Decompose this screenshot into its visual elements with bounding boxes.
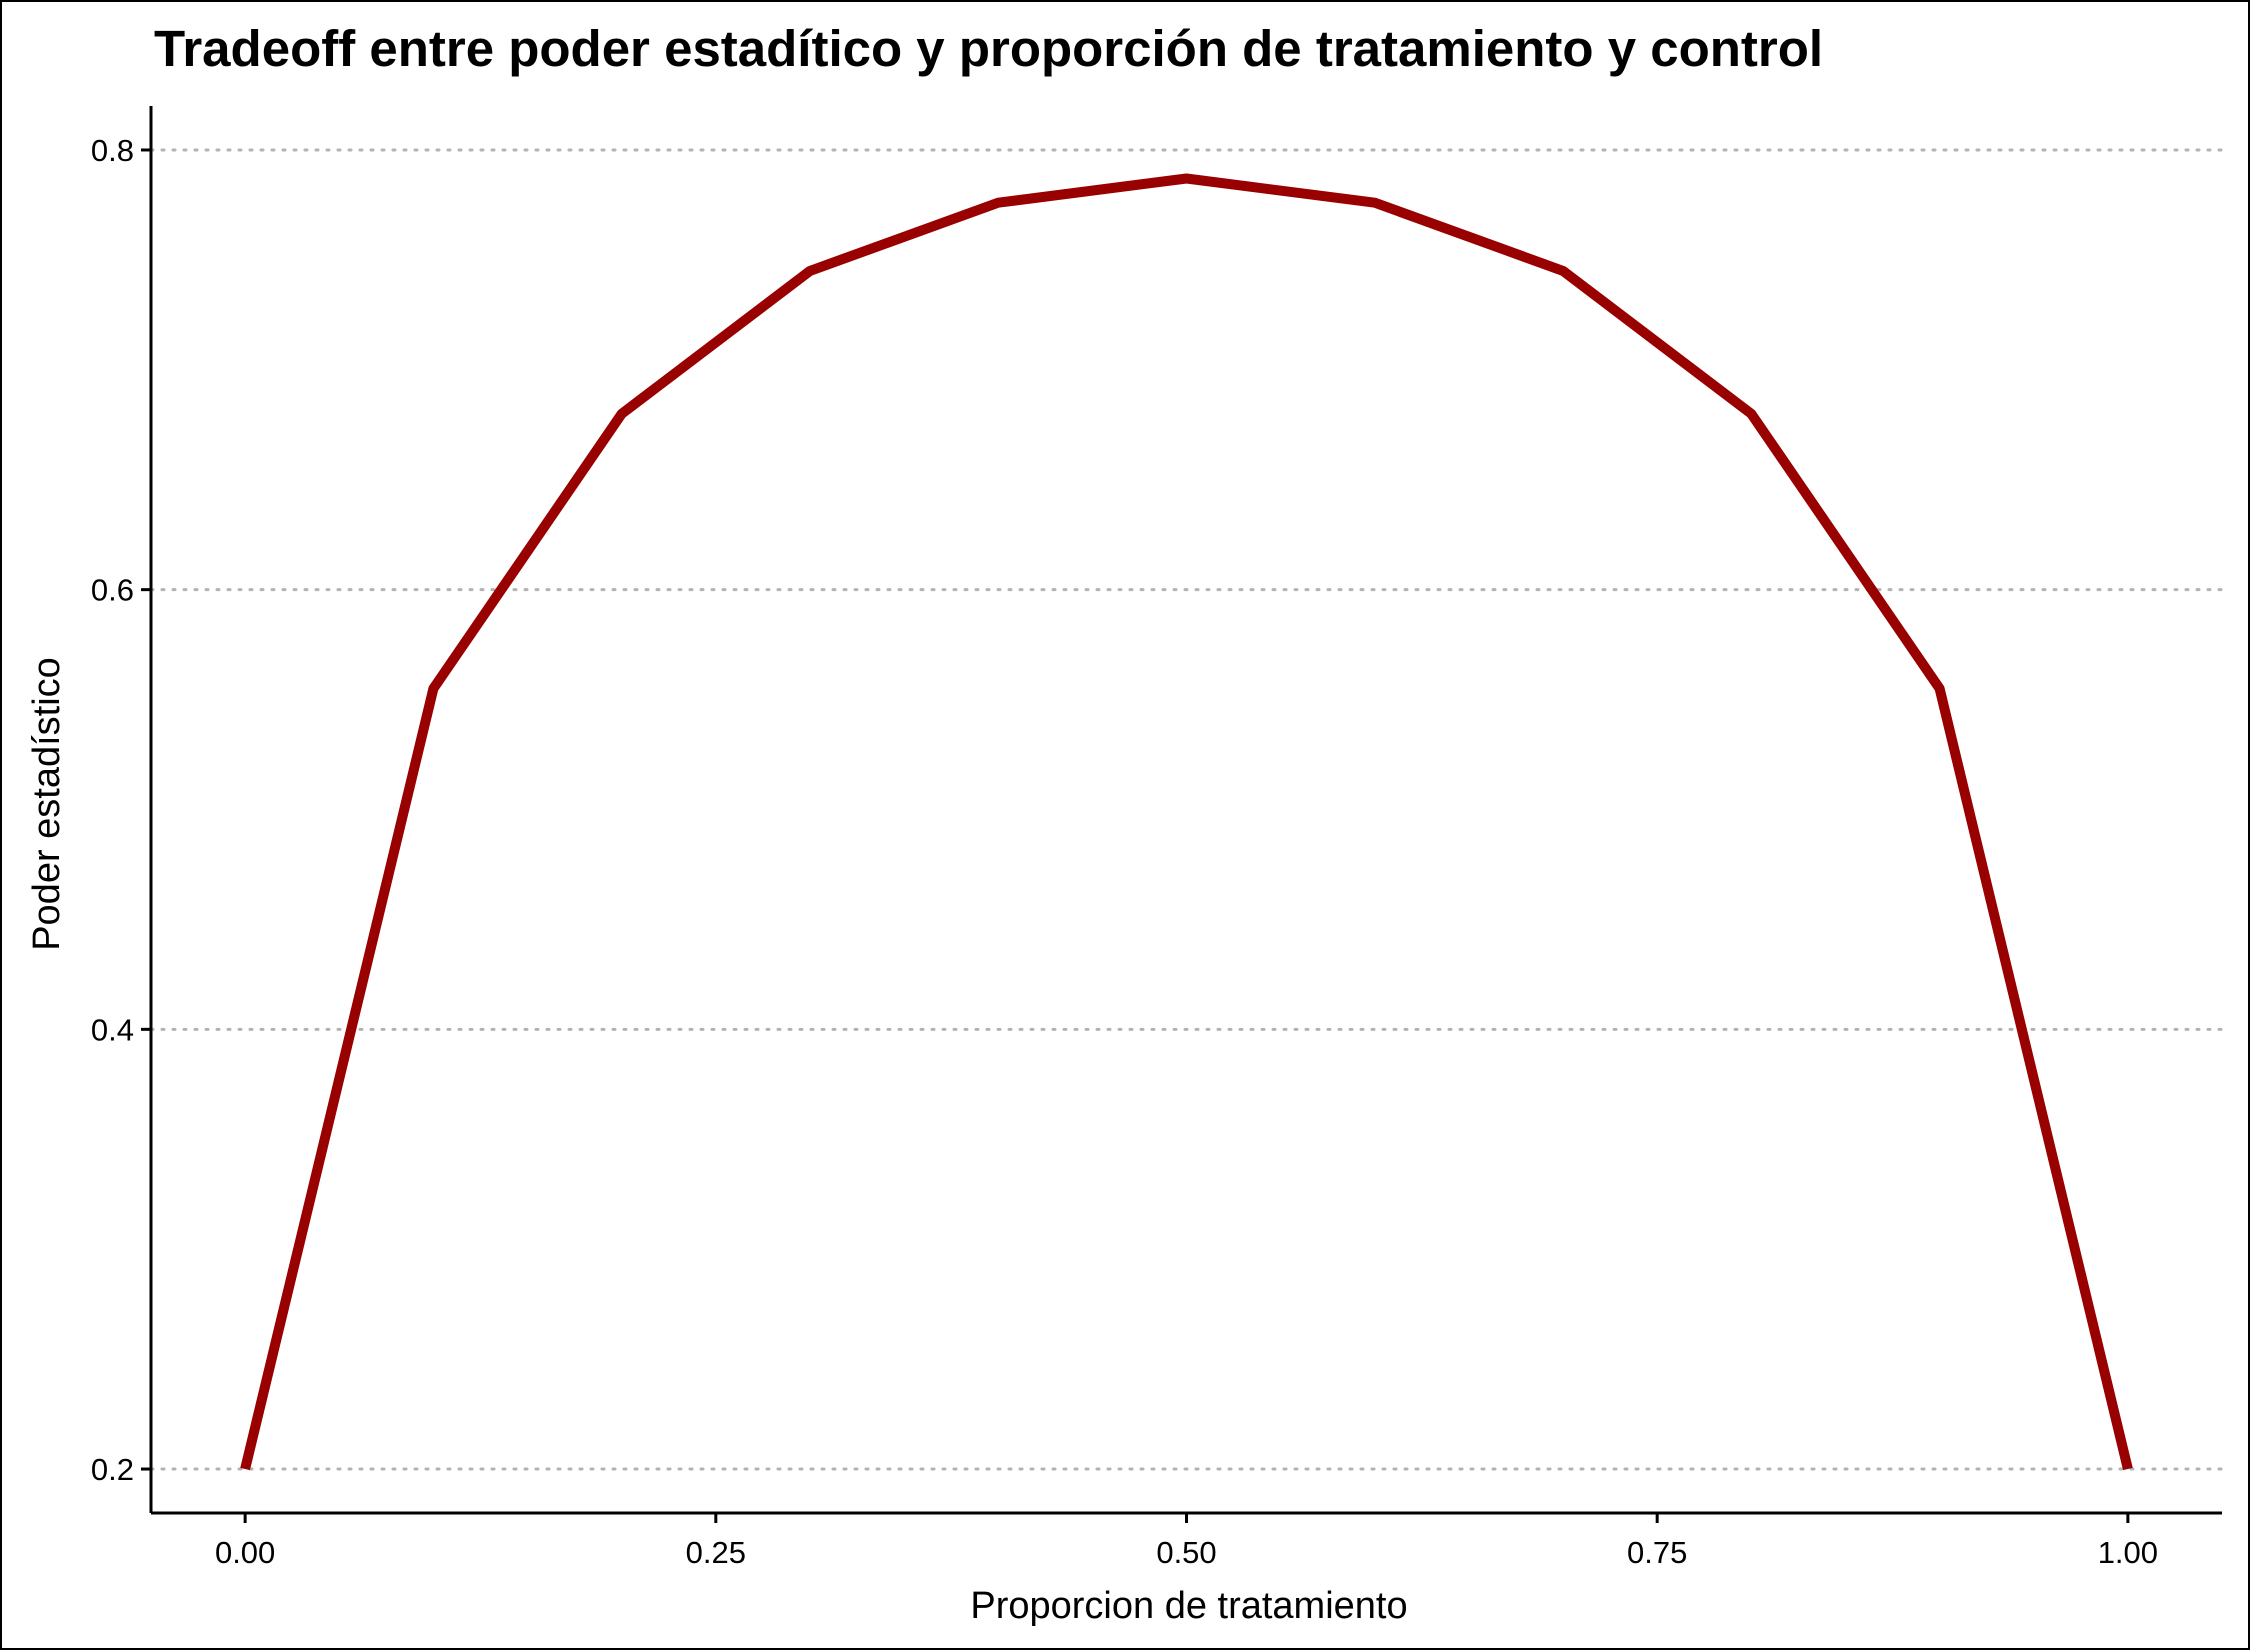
series-layer: [240, 173, 2133, 1471]
x-tick-label: 0.25: [686, 1535, 746, 1570]
y-axis-title: Poder estadístico: [26, 657, 68, 951]
chart-title: Tradeoff entre poder estadítico y propor…: [154, 20, 1823, 77]
gridlines: [149, 148, 2224, 1471]
series-line: [240, 173, 2133, 1471]
x-tick-label: 0.75: [1627, 1535, 1687, 1570]
x-tick-label: 1.00: [2098, 1535, 2158, 1570]
y-tick-label: 0.8: [91, 133, 134, 168]
y-tick-label: 0.6: [91, 573, 134, 608]
x-tick-label: 0.00: [215, 1535, 275, 1570]
x-tick-label: 0.50: [1156, 1535, 1216, 1570]
x-axis-title: Proporcion de tratamiento: [970, 1585, 1407, 1627]
y-tick-label: 0.2: [91, 1452, 134, 1487]
axes: 0.2 0.4 0.6 0.8 0.00 0.25 0.50 0.75 1.00: [91, 106, 2222, 1570]
y-tick-label: 0.4: [91, 1012, 134, 1047]
